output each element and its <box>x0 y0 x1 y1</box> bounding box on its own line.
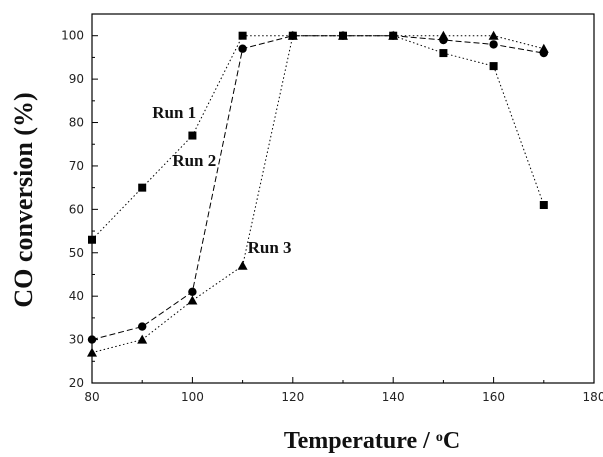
series-label-run-1: Run 1 <box>152 103 196 122</box>
data-point-run-3 <box>137 334 148 344</box>
data-point-run-2 <box>138 322 147 331</box>
data-point-run-2 <box>489 40 498 49</box>
series-line-run-1 <box>91 35 545 241</box>
series-label-run-2: Run 2 <box>172 151 216 170</box>
y-tick-label: 100 <box>61 29 84 43</box>
data-point-run-3 <box>87 347 97 357</box>
data-point-run-3 <box>538 43 549 53</box>
data-point-run-1 <box>439 49 448 58</box>
data-point-run-3 <box>388 30 399 40</box>
data-point-run-1 <box>489 62 498 71</box>
series-layer <box>87 30 549 357</box>
y-axis-title: CO conversion (%) <box>9 92 38 307</box>
y-tick-label: 70 <box>69 159 84 173</box>
x-tick-label: 180 <box>583 390 603 404</box>
y-tick-label: 80 <box>69 116 84 130</box>
series-line-run-3 <box>91 35 544 354</box>
data-point-run-3 <box>187 295 198 305</box>
y-tick-label: 40 <box>69 289 84 303</box>
data-point-run-1 <box>188 131 197 140</box>
data-point-run-1 <box>138 183 147 192</box>
plot-area <box>91 13 595 384</box>
data-point-run-3 <box>338 30 348 40</box>
data-point-run-1 <box>88 235 96 244</box>
data-point-run-2 <box>188 287 197 297</box>
data-point-run-3 <box>237 260 248 270</box>
y-tick-label: 90 <box>69 72 84 86</box>
y-tick-label: 30 <box>69 333 84 347</box>
x-tick-label: 140 <box>382 390 405 404</box>
data-point-run-2 <box>238 44 247 53</box>
label-layer: Run 1 Run 2 Run 3 <box>152 103 291 257</box>
data-point-run-3 <box>438 30 449 40</box>
data-point-run-1 <box>539 201 548 210</box>
x-tick-label: 160 <box>482 390 505 404</box>
data-point-run-1 <box>238 31 247 40</box>
data-point-run-3 <box>488 30 499 40</box>
y-tick-label: 20 <box>69 376 84 390</box>
y-tick-label: 60 <box>69 202 84 216</box>
x-axis-title: Temperature / oC <box>284 428 460 454</box>
x-tick-label: 80 <box>84 390 99 404</box>
series-label-run-3: Run 3 <box>248 238 292 257</box>
data-point-run-3 <box>287 30 298 40</box>
x-tick-label: 120 <box>281 390 304 404</box>
axis-layer: 80 100 120 140 160 180 20 30 40 50 60 70 80 90 100 <box>61 29 603 404</box>
y-tick-label: 50 <box>69 246 84 260</box>
series-line-run-2 <box>91 35 544 341</box>
x-tick-label: 100 <box>181 390 204 404</box>
